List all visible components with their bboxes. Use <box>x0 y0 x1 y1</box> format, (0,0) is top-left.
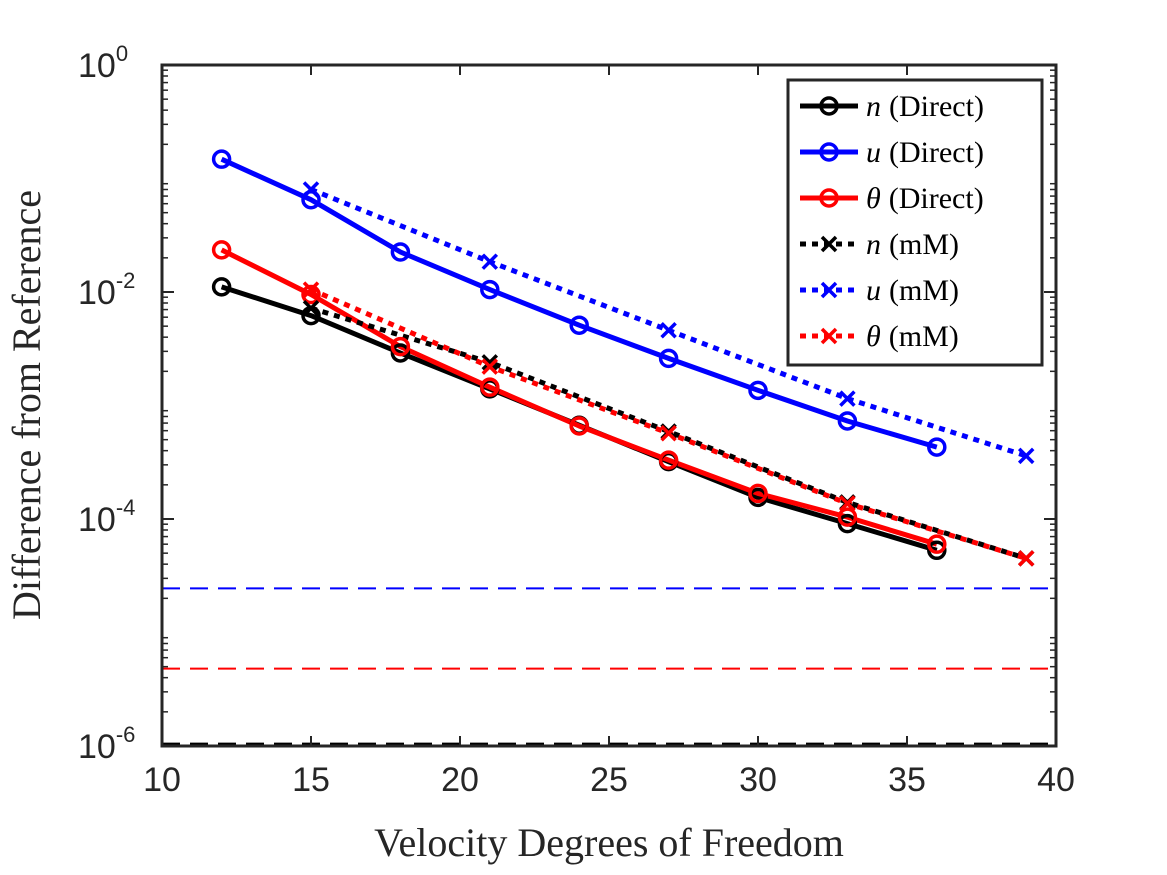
u-direct-point <box>927 437 947 457</box>
legend: n (Direct) u (Direct) θ (Direct) n (mM) u (mM) θ (m… <box>786 78 1044 367</box>
theta-mm-point <box>1017 550 1035 567</box>
legend-item-theta-direct: θ (Direct) <box>800 182 984 215</box>
u-direct-point <box>748 380 768 401</box>
x-tick-label: 30 <box>739 761 777 799</box>
legend-marker <box>819 188 839 208</box>
y-tick-label: 100 <box>78 41 128 85</box>
x-tick-label: 25 <box>590 761 628 799</box>
u-mm-point <box>839 390 856 407</box>
legend-marker <box>820 327 838 345</box>
legend-item-n-direct: n (Direct) <box>800 90 984 123</box>
u-direct-point <box>480 279 500 300</box>
x-tick-label: 35 <box>888 761 926 799</box>
legend-item-u-direct: u (Direct) <box>800 136 984 169</box>
x-tick-label: 40 <box>1037 761 1075 799</box>
legend-label: n (Direct) <box>866 90 984 123</box>
theta-direct-point <box>837 507 858 527</box>
n-direct-point <box>927 540 947 561</box>
y-tick-label: 10-4 <box>78 495 135 539</box>
n-direct-point <box>390 343 411 363</box>
theta-mm-point <box>839 495 856 512</box>
u-mm-point <box>302 181 320 198</box>
theta-mm-point <box>302 281 320 298</box>
y-axis-label: Difference from Reference <box>4 190 49 620</box>
theta-direct-point <box>480 377 500 397</box>
theta-direct-point <box>748 483 768 504</box>
u-direct-point <box>211 149 232 169</box>
legend-label: u (Direct) <box>866 136 984 169</box>
u-direct-point <box>569 315 589 335</box>
legend-marker <box>819 142 839 162</box>
u-mm-point <box>660 322 677 339</box>
theta-direct-point <box>658 450 679 470</box>
u-direct-point <box>390 242 411 262</box>
legend-marker <box>820 281 838 299</box>
x-axis-ticks: 10 15 20 25 30 35 40 <box>143 65 1075 799</box>
legend-label: u (mM) <box>866 274 959 307</box>
n-direct-point <box>837 513 858 534</box>
theta-direct-point <box>301 284 321 305</box>
n-direct-point <box>211 277 232 297</box>
legend-label: θ (Direct) <box>866 182 984 215</box>
n-mm-point <box>481 354 499 371</box>
x-tick-label: 10 <box>143 761 181 799</box>
legend-box <box>786 78 1044 367</box>
theta-mm-point <box>481 358 499 375</box>
n-mm-line <box>310 305 1027 561</box>
theta-direct-point <box>211 240 232 260</box>
theta-direct-point <box>927 534 947 554</box>
theta-direct-point <box>390 336 411 357</box>
y-tick-label: 10-2 <box>78 268 135 312</box>
u-mm-point <box>1017 447 1035 465</box>
y-tick-label: 10-6 <box>78 722 135 766</box>
theta-mm-point <box>660 424 677 442</box>
theta-direct-point <box>569 416 589 436</box>
legend-item-n-mm: n (mM) <box>800 228 959 261</box>
u-direct-line <box>220 156 938 450</box>
n-mm-point <box>302 299 320 317</box>
legend-label: θ (mM) <box>866 320 959 353</box>
legend-item-u-mm: u (mM) <box>800 274 959 307</box>
x-tick-label: 20 <box>441 761 479 799</box>
x-tick-label: 15 <box>292 761 330 799</box>
u-direct-point <box>658 348 679 369</box>
legend-marker <box>819 96 839 116</box>
u-direct-point <box>837 411 858 431</box>
legend-item-theta-mm: θ (mM) <box>800 320 959 353</box>
theta-direct-line <box>220 247 938 547</box>
y-axis-ticks: 100 10-2 10-4 10-6 <box>78 41 1056 766</box>
legend-marker <box>820 235 838 253</box>
x-axis-label: Velocity Degrees of Freedom <box>374 820 844 865</box>
series-markers <box>211 149 1035 567</box>
legend-label: n (mM) <box>866 228 959 261</box>
u-mm-point <box>481 253 499 270</box>
